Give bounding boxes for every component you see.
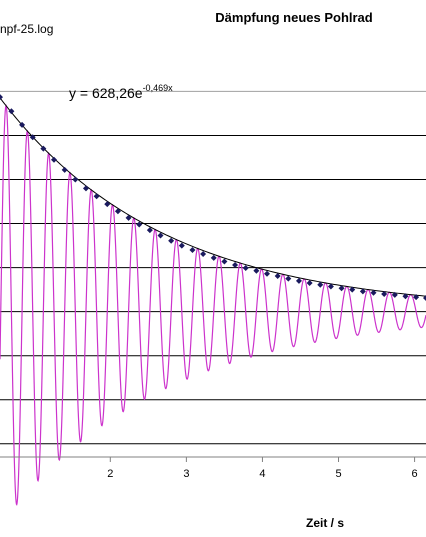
peak-marker [317, 281, 324, 288]
peak-marker [381, 291, 388, 298]
peak-marker [82, 185, 89, 192]
peak-marker [146, 227, 153, 234]
peak-marker [413, 294, 420, 301]
equation-base: y = 628,26e [69, 85, 143, 101]
chart-title: Dämpfung neues Pohlrad [215, 10, 373, 25]
gridlines [0, 90, 426, 445]
x-tick-label: 4 [259, 468, 265, 480]
peak-marker [125, 214, 132, 221]
peak-marker [40, 145, 47, 152]
peak-marker [157, 232, 164, 239]
peak-marker [29, 134, 36, 141]
peak-marker [274, 272, 281, 279]
peak-marker [93, 193, 100, 200]
peak-marker [72, 176, 79, 183]
equation-exponent: -0,469x [143, 83, 174, 93]
trendline [0, 97, 426, 297]
x-tick-label: 2 [107, 468, 113, 480]
peak-marker [200, 250, 207, 257]
peak-marker [8, 108, 15, 115]
peak-marker [338, 285, 345, 292]
peak-marker [178, 242, 185, 249]
peak-marker [370, 289, 377, 296]
peak-markers [0, 94, 426, 301]
peak-marker [295, 277, 302, 284]
peak-marker [391, 291, 398, 298]
trendline-equation: y = 628,26e-0,469x [69, 83, 173, 101]
peak-marker [221, 258, 228, 265]
peak-marker [136, 221, 143, 228]
peak-marker [0, 94, 3, 101]
peak-marker [189, 246, 196, 253]
peak-marker [168, 237, 175, 244]
peak-marker [51, 156, 58, 163]
x-tick-label: 5 [335, 468, 341, 480]
peak-marker [359, 288, 366, 295]
x-axis-title: Zeit / s [306, 516, 344, 530]
peak-marker [402, 293, 409, 300]
file-label: npf-25.log [0, 22, 53, 36]
x-axis-ticks: 2 3 4 5 6 [107, 457, 418, 480]
peak-marker [253, 267, 260, 274]
peak-marker [264, 270, 271, 277]
oscillation-line [0, 104, 426, 506]
peak-marker [114, 208, 121, 215]
peak-marker [423, 294, 426, 301]
peak-marker [285, 275, 292, 282]
peak-marker [242, 265, 249, 272]
peak-marker [327, 283, 334, 290]
peak-marker [61, 166, 68, 173]
peak-marker [19, 121, 26, 128]
peak-marker [306, 280, 313, 287]
x-tick-label: 6 [412, 468, 418, 480]
peak-marker [210, 254, 217, 261]
peak-marker [104, 201, 111, 208]
x-tick-label: 3 [183, 468, 189, 480]
peak-marker [349, 286, 356, 293]
peak-marker [232, 261, 239, 268]
